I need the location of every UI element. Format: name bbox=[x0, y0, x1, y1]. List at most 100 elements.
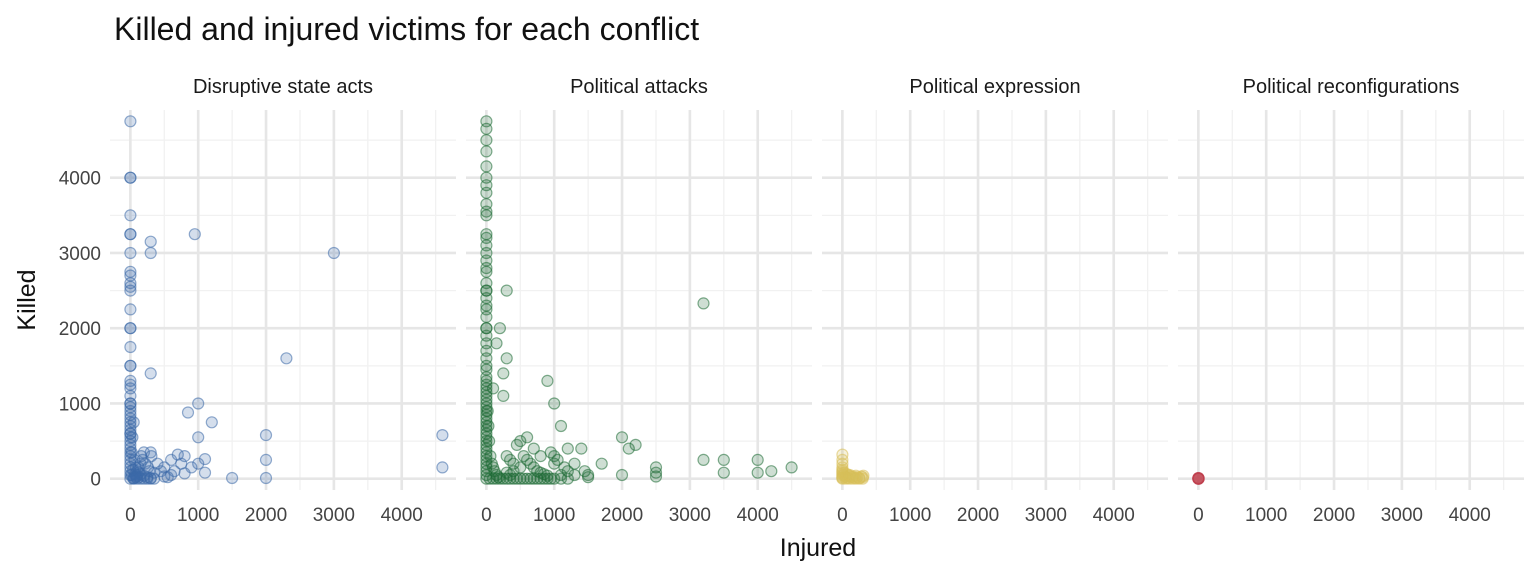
data-point bbox=[497, 472, 510, 485]
data-point bbox=[480, 160, 493, 173]
data-point bbox=[480, 209, 493, 222]
data-point bbox=[482, 419, 495, 433]
facet-strip-label: Disruptive state acts bbox=[193, 76, 373, 98]
data-point bbox=[548, 457, 561, 470]
data-point bbox=[483, 435, 496, 448]
data-point bbox=[847, 470, 860, 483]
data-point bbox=[259, 471, 273, 485]
x-tick-label: 3000 bbox=[1025, 505, 1067, 526]
x-tick-label: 1000 bbox=[533, 505, 575, 526]
x-tick-label: 3000 bbox=[313, 505, 355, 526]
x-tick-label: 4000 bbox=[381, 505, 423, 526]
x-tick-label: 2000 bbox=[601, 505, 643, 526]
x-axis-title: Injured bbox=[780, 534, 856, 562]
data-point bbox=[124, 340, 137, 354]
data-point bbox=[595, 457, 608, 470]
data-point bbox=[524, 472, 537, 485]
chart-title: Killed and injured victims for each conf… bbox=[114, 11, 699, 47]
data-point bbox=[554, 472, 568, 485]
data-point bbox=[500, 352, 513, 365]
data-point bbox=[480, 205, 493, 218]
data-point bbox=[581, 471, 595, 484]
data-point bbox=[165, 453, 178, 466]
data-point bbox=[568, 468, 581, 482]
facet-panel: Disruptive state acts 0 1000 2000 3000 4000 0 1… bbox=[59, 76, 456, 526]
data-point bbox=[144, 367, 157, 380]
data-point bbox=[697, 453, 710, 466]
x-tick-label: 2000 bbox=[957, 505, 999, 526]
x-tick-label: 3000 bbox=[669, 505, 711, 526]
data-point bbox=[615, 468, 629, 482]
data-point bbox=[480, 310, 493, 323]
x-tick-label: 1000 bbox=[1245, 505, 1287, 526]
data-point bbox=[124, 359, 137, 372]
y-tick-label: 0 bbox=[90, 470, 101, 491]
data-point bbox=[856, 472, 869, 485]
data-point bbox=[259, 453, 273, 466]
data-point bbox=[137, 446, 150, 459]
data-point bbox=[192, 431, 205, 444]
facet-panels: Disruptive state acts 0 1000 2000 3000 4000 0 1… bbox=[59, 76, 1524, 526]
data-point bbox=[561, 442, 574, 455]
data-point bbox=[514, 435, 527, 448]
data-point bbox=[751, 466, 764, 479]
data-point bbox=[151, 457, 164, 470]
x-tick-label: 1000 bbox=[177, 505, 219, 526]
data-point bbox=[561, 465, 574, 478]
data-point bbox=[124, 209, 137, 222]
data-point bbox=[148, 466, 161, 479]
data-point bbox=[480, 261, 493, 275]
data-point bbox=[124, 303, 137, 316]
data-point bbox=[480, 122, 493, 135]
data-point bbox=[124, 322, 137, 335]
data-point bbox=[124, 284, 137, 297]
data-point bbox=[480, 134, 493, 147]
data-point bbox=[500, 284, 513, 297]
x-tick-label: 0 bbox=[481, 505, 492, 526]
x-tick-label: 0 bbox=[1193, 505, 1204, 526]
data-point bbox=[504, 472, 517, 485]
data-point bbox=[181, 406, 195, 419]
data-point bbox=[280, 352, 293, 365]
data-point bbox=[1192, 472, 1205, 485]
data-point bbox=[127, 416, 140, 429]
y-tick-label: 1000 bbox=[59, 394, 101, 415]
data-point bbox=[483, 472, 496, 485]
data-point bbox=[649, 470, 663, 483]
x-tick-label: 2000 bbox=[245, 505, 287, 526]
data-point bbox=[514, 461, 527, 474]
facet-strip-label: Political expression bbox=[909, 76, 1080, 98]
data-point bbox=[124, 280, 137, 293]
data-point bbox=[436, 429, 449, 442]
data-point bbox=[480, 265, 493, 278]
data-point bbox=[717, 453, 730, 466]
data-point bbox=[192, 457, 205, 470]
data-point bbox=[497, 389, 510, 402]
data-point bbox=[175, 457, 188, 470]
x-tick-label: 2000 bbox=[1313, 505, 1355, 526]
data-point bbox=[124, 246, 137, 260]
data-point bbox=[548, 397, 561, 410]
facet-strip-label: Political attacks bbox=[570, 76, 708, 98]
data-point bbox=[649, 466, 663, 479]
data-point bbox=[527, 442, 540, 455]
data-point bbox=[520, 472, 534, 485]
x-tick-label: 0 bbox=[837, 505, 848, 526]
facet-panel: Political attacks 0 1000 2000 3000 4000 bbox=[466, 76, 812, 526]
data-point bbox=[436, 461, 449, 474]
data-point bbox=[481, 404, 494, 418]
data-point bbox=[575, 442, 588, 455]
facet-strip-label: Political reconfigurations bbox=[1243, 76, 1460, 98]
x-tick-label: 4000 bbox=[737, 505, 779, 526]
data-point bbox=[500, 466, 513, 479]
data-point bbox=[554, 419, 568, 433]
data-point bbox=[259, 429, 273, 442]
x-tick-label: 0 bbox=[125, 505, 136, 526]
data-point bbox=[480, 145, 493, 158]
data-point bbox=[188, 228, 201, 241]
data-point bbox=[541, 469, 554, 482]
data-point bbox=[497, 367, 510, 380]
data-point bbox=[144, 246, 157, 260]
